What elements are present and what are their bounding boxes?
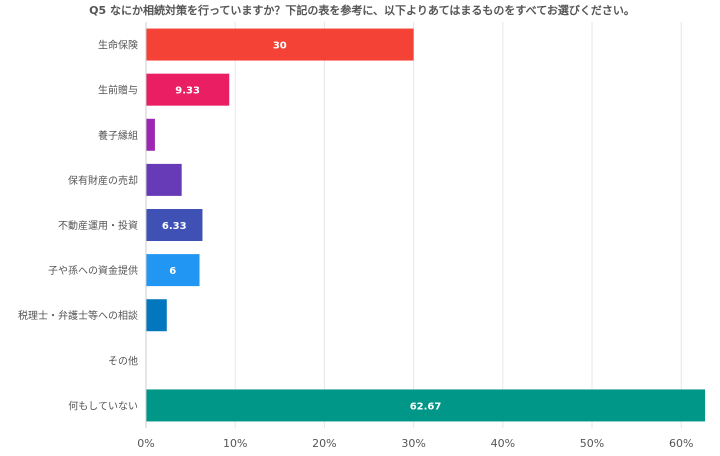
x-tick-label: 0%	[137, 437, 154, 450]
data-label: 6.33	[162, 221, 187, 232]
category-labels: 生命保険生前贈与養子縁組保有財産の売却不動産運用・投資子や孫への資金提供税理士・…	[18, 39, 138, 413]
category-label: 生前贈与	[98, 84, 138, 97]
category-label: 保有財産の売却	[68, 174, 138, 187]
bar	[146, 28, 414, 61]
data-label: 30	[273, 41, 287, 52]
category-label: その他	[108, 354, 138, 367]
chart-title: Q5 なにか相続対策を行っていますか？下記の表を参考に、以下よりあてはまるものを…	[89, 3, 635, 17]
category-label: 税理士・弁護士等への相談	[18, 309, 138, 322]
data-label: 6	[169, 266, 176, 277]
x-tick-label: 30%	[401, 437, 425, 450]
grid-lines	[234, 22, 682, 428]
x-tick-label: 40%	[491, 437, 515, 450]
category-label: 生命保険	[98, 39, 138, 52]
category-label: 何もしていない	[68, 399, 138, 412]
data-label: 9.33	[175, 86, 200, 97]
x-tick-labels: 0% 10% 20% 30% 40% 50% 60%	[137, 437, 693, 450]
bar	[146, 389, 706, 422]
bars: 30 9.33 6.33 6 62.67	[146, 28, 706, 422]
x-tick-label: 10%	[223, 437, 247, 450]
x-tick-label: 20%	[312, 437, 336, 450]
category-label: 不動産運用・投資	[58, 219, 138, 232]
category-label: 子や孫への資金提供	[48, 264, 138, 277]
bar	[146, 73, 230, 106]
x-tick-label: 50%	[580, 437, 604, 450]
bar	[146, 118, 155, 151]
bar	[146, 163, 182, 196]
category-label: 養子縁組	[98, 129, 138, 142]
bar	[146, 209, 203, 241]
bar	[146, 254, 200, 287]
x-tick-label: 60%	[669, 437, 693, 450]
data-label: 62.67	[410, 401, 442, 412]
bar	[146, 299, 167, 332]
